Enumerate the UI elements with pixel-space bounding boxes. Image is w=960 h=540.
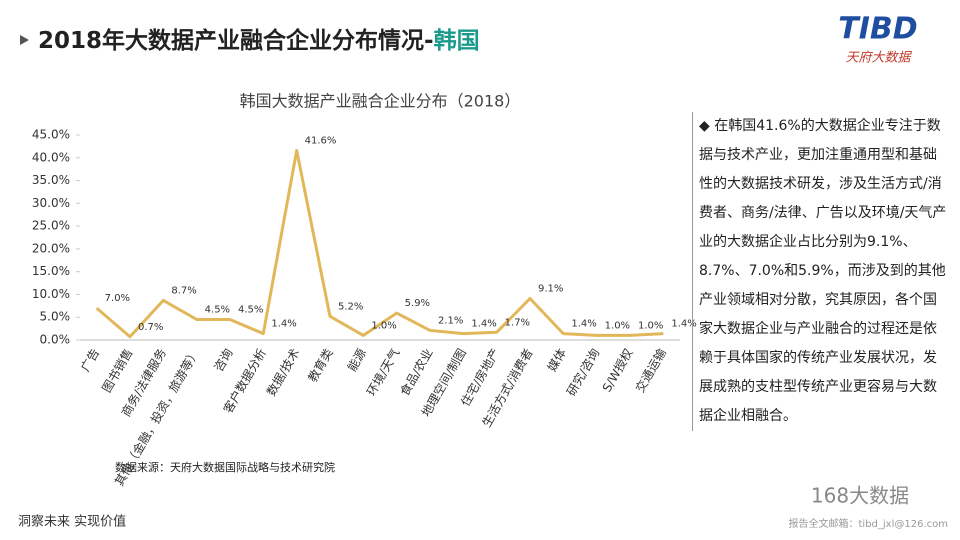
data-label: 1.0% — [638, 320, 663, 331]
source: 数据来源：天府大数据国际战略与技术研究院 — [115, 460, 335, 474]
x-tick-label: 能源 — [345, 346, 369, 374]
y-tick-label: 10.0% — [32, 287, 70, 301]
x-tick-label: 媒体 — [545, 346, 569, 374]
y-tick-label: 40.0% — [32, 150, 70, 164]
slide-title: 2018年大数据产业融合企业分布情况-韩国 — [38, 27, 480, 54]
data-label: 5.9% — [405, 298, 430, 309]
data-label: 1.0% — [371, 320, 396, 331]
x-tick-label: 教育类 — [305, 346, 336, 385]
data-label: 1.4% — [471, 319, 496, 330]
x-tick-label: 数据/技术 — [263, 346, 302, 399]
data-label: 2.1% — [438, 315, 463, 326]
x-tick-label: 图书销售 — [99, 346, 136, 395]
data-label: 7.0% — [105, 293, 130, 304]
watermark: 168大数据 — [811, 484, 909, 508]
data-label: 4.5% — [238, 305, 263, 316]
email: 报告全文邮箱：tibd_jxl@126.com — [789, 517, 949, 530]
logo: TIBD — [838, 12, 917, 47]
y-tick-label: 45.0% — [32, 128, 70, 142]
bullet — [20, 35, 29, 45]
data-label: 1.0% — [605, 320, 630, 331]
y-tick-label: 20.0% — [32, 241, 70, 255]
series-line — [95, 149, 664, 339]
side-text: ◆ 在韩国41.6%的大数据企业专注于数据与技术产业，更加注重通用型和基础性的大… — [692, 112, 949, 431]
data-label: 1.7% — [505, 317, 530, 328]
data-label: 1.4% — [271, 319, 296, 330]
data-label: 5.2% — [338, 301, 363, 312]
y-tick-label: 5.0% — [40, 310, 71, 324]
data-label: 0.7% — [138, 322, 163, 333]
slogan: 洞察未来 实现价值 — [18, 514, 126, 530]
data-label: 1.4% — [571, 319, 596, 330]
y-tick-label: 25.0% — [32, 219, 70, 233]
x-tick-label: S/W授权 — [599, 346, 636, 395]
y-tick-label: 30.0% — [32, 196, 70, 210]
data-label: 8.7% — [171, 285, 196, 296]
x-tick-label: 广告 — [78, 346, 102, 374]
y-tick-label: 35.0% — [32, 173, 70, 187]
x-tick-label: 环境/天气 — [363, 346, 402, 399]
x-tick-label: 研究/咨询 — [563, 346, 602, 399]
chart-title: 韩国大数据产业融合企业分布（2018） — [240, 92, 521, 111]
data-label: 41.6% — [305, 135, 337, 146]
y-tick-label: 15.0% — [32, 264, 70, 278]
x-tick-label: 食品/农业 — [397, 346, 436, 399]
x-tick-label: 咨询 — [211, 346, 236, 374]
data-label: 4.5% — [205, 305, 230, 316]
logo-sub: 天府大数据 — [845, 50, 912, 66]
y-tick-label: 0.0% — [40, 333, 71, 347]
data-label: 9.1% — [538, 284, 563, 295]
x-tick-label: 交通运输 — [632, 346, 669, 395]
data-label: 1.4% — [671, 319, 696, 330]
